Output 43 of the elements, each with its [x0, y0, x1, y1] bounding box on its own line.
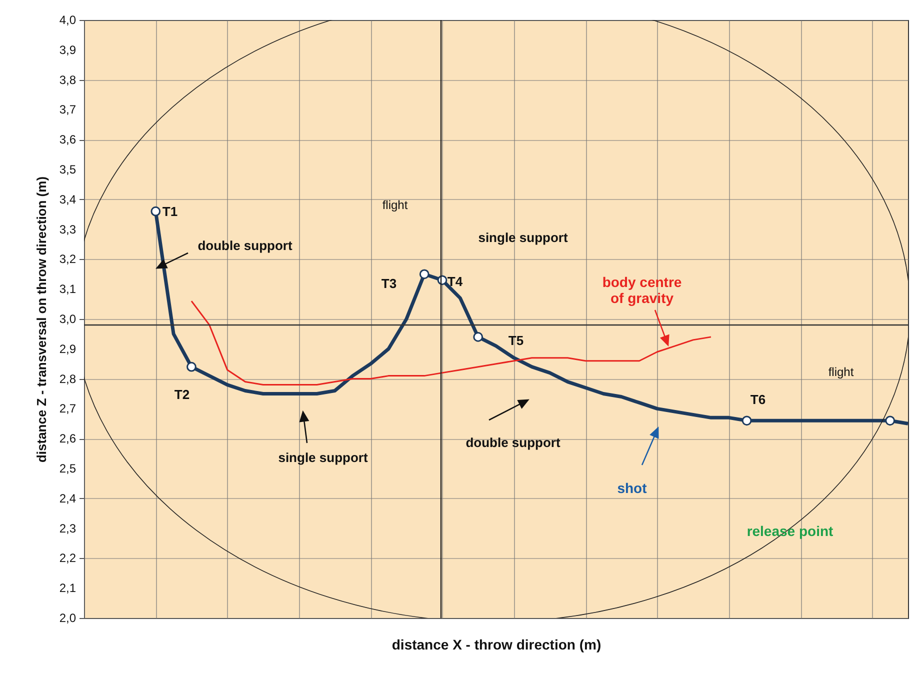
annotation: shot [617, 480, 648, 496]
y-tick-label: 2,5 [59, 462, 76, 476]
y-tick-label: 3,2 [59, 252, 76, 266]
annotation: T2 [174, 387, 190, 402]
y-tick-label: 3,4 [59, 192, 76, 206]
point [150, 206, 161, 216]
y-tick-label: 3,0 [59, 312, 76, 326]
annotation: double support [466, 435, 561, 450]
y-tick-label: 2,1 [59, 581, 76, 596]
annotation: T3 [381, 276, 397, 291]
annotation: T4 [447, 274, 464, 289]
y-tick-label: 2,2 [59, 551, 76, 566]
y-tick-label: 2,8 [59, 372, 76, 386]
y-tick-label: 2,4 [59, 491, 76, 506]
point [473, 332, 484, 342]
annotation: T6 [750, 392, 766, 407]
annotation: flight [828, 365, 854, 379]
point [885, 416, 896, 426]
y-tick-label: 2,0 [59, 611, 76, 625]
y-tick-label: 3,5 [59, 162, 76, 176]
annotation: single support [478, 230, 568, 245]
x-axis-title: distance X - throw direction (m) [392, 636, 602, 652]
y-tick-label: 2,6 [59, 432, 76, 446]
y-tick-label: 2,9 [59, 342, 76, 356]
y-tick-label: 2,3 [59, 521, 76, 536]
y-tick-label: 4,0 [59, 13, 76, 27]
annotation: T5 [508, 333, 524, 348]
y-tick-label: 3,8 [59, 72, 76, 87]
annotation: single support [278, 450, 368, 465]
y-tick-label: 3,6 [59, 132, 76, 147]
point [186, 362, 196, 372]
point [419, 269, 430, 280]
y-tick-label: 3,7 [59, 102, 76, 117]
annotation: flight [382, 198, 408, 212]
y-tick-label: 3,3 [59, 222, 76, 236]
y-tick-label: 3,9 [59, 42, 76, 57]
annotation: T1 [162, 204, 178, 219]
y-tick-label: 2,7 [59, 402, 76, 416]
annotation: body centre of gravity [602, 274, 682, 306]
point [742, 416, 752, 426]
y-tick-label: 3,1 [59, 282, 76, 296]
annotation: double support [198, 238, 293, 253]
y-axis-title: distance Z - transversal on throw direction (m) [34, 176, 49, 463]
